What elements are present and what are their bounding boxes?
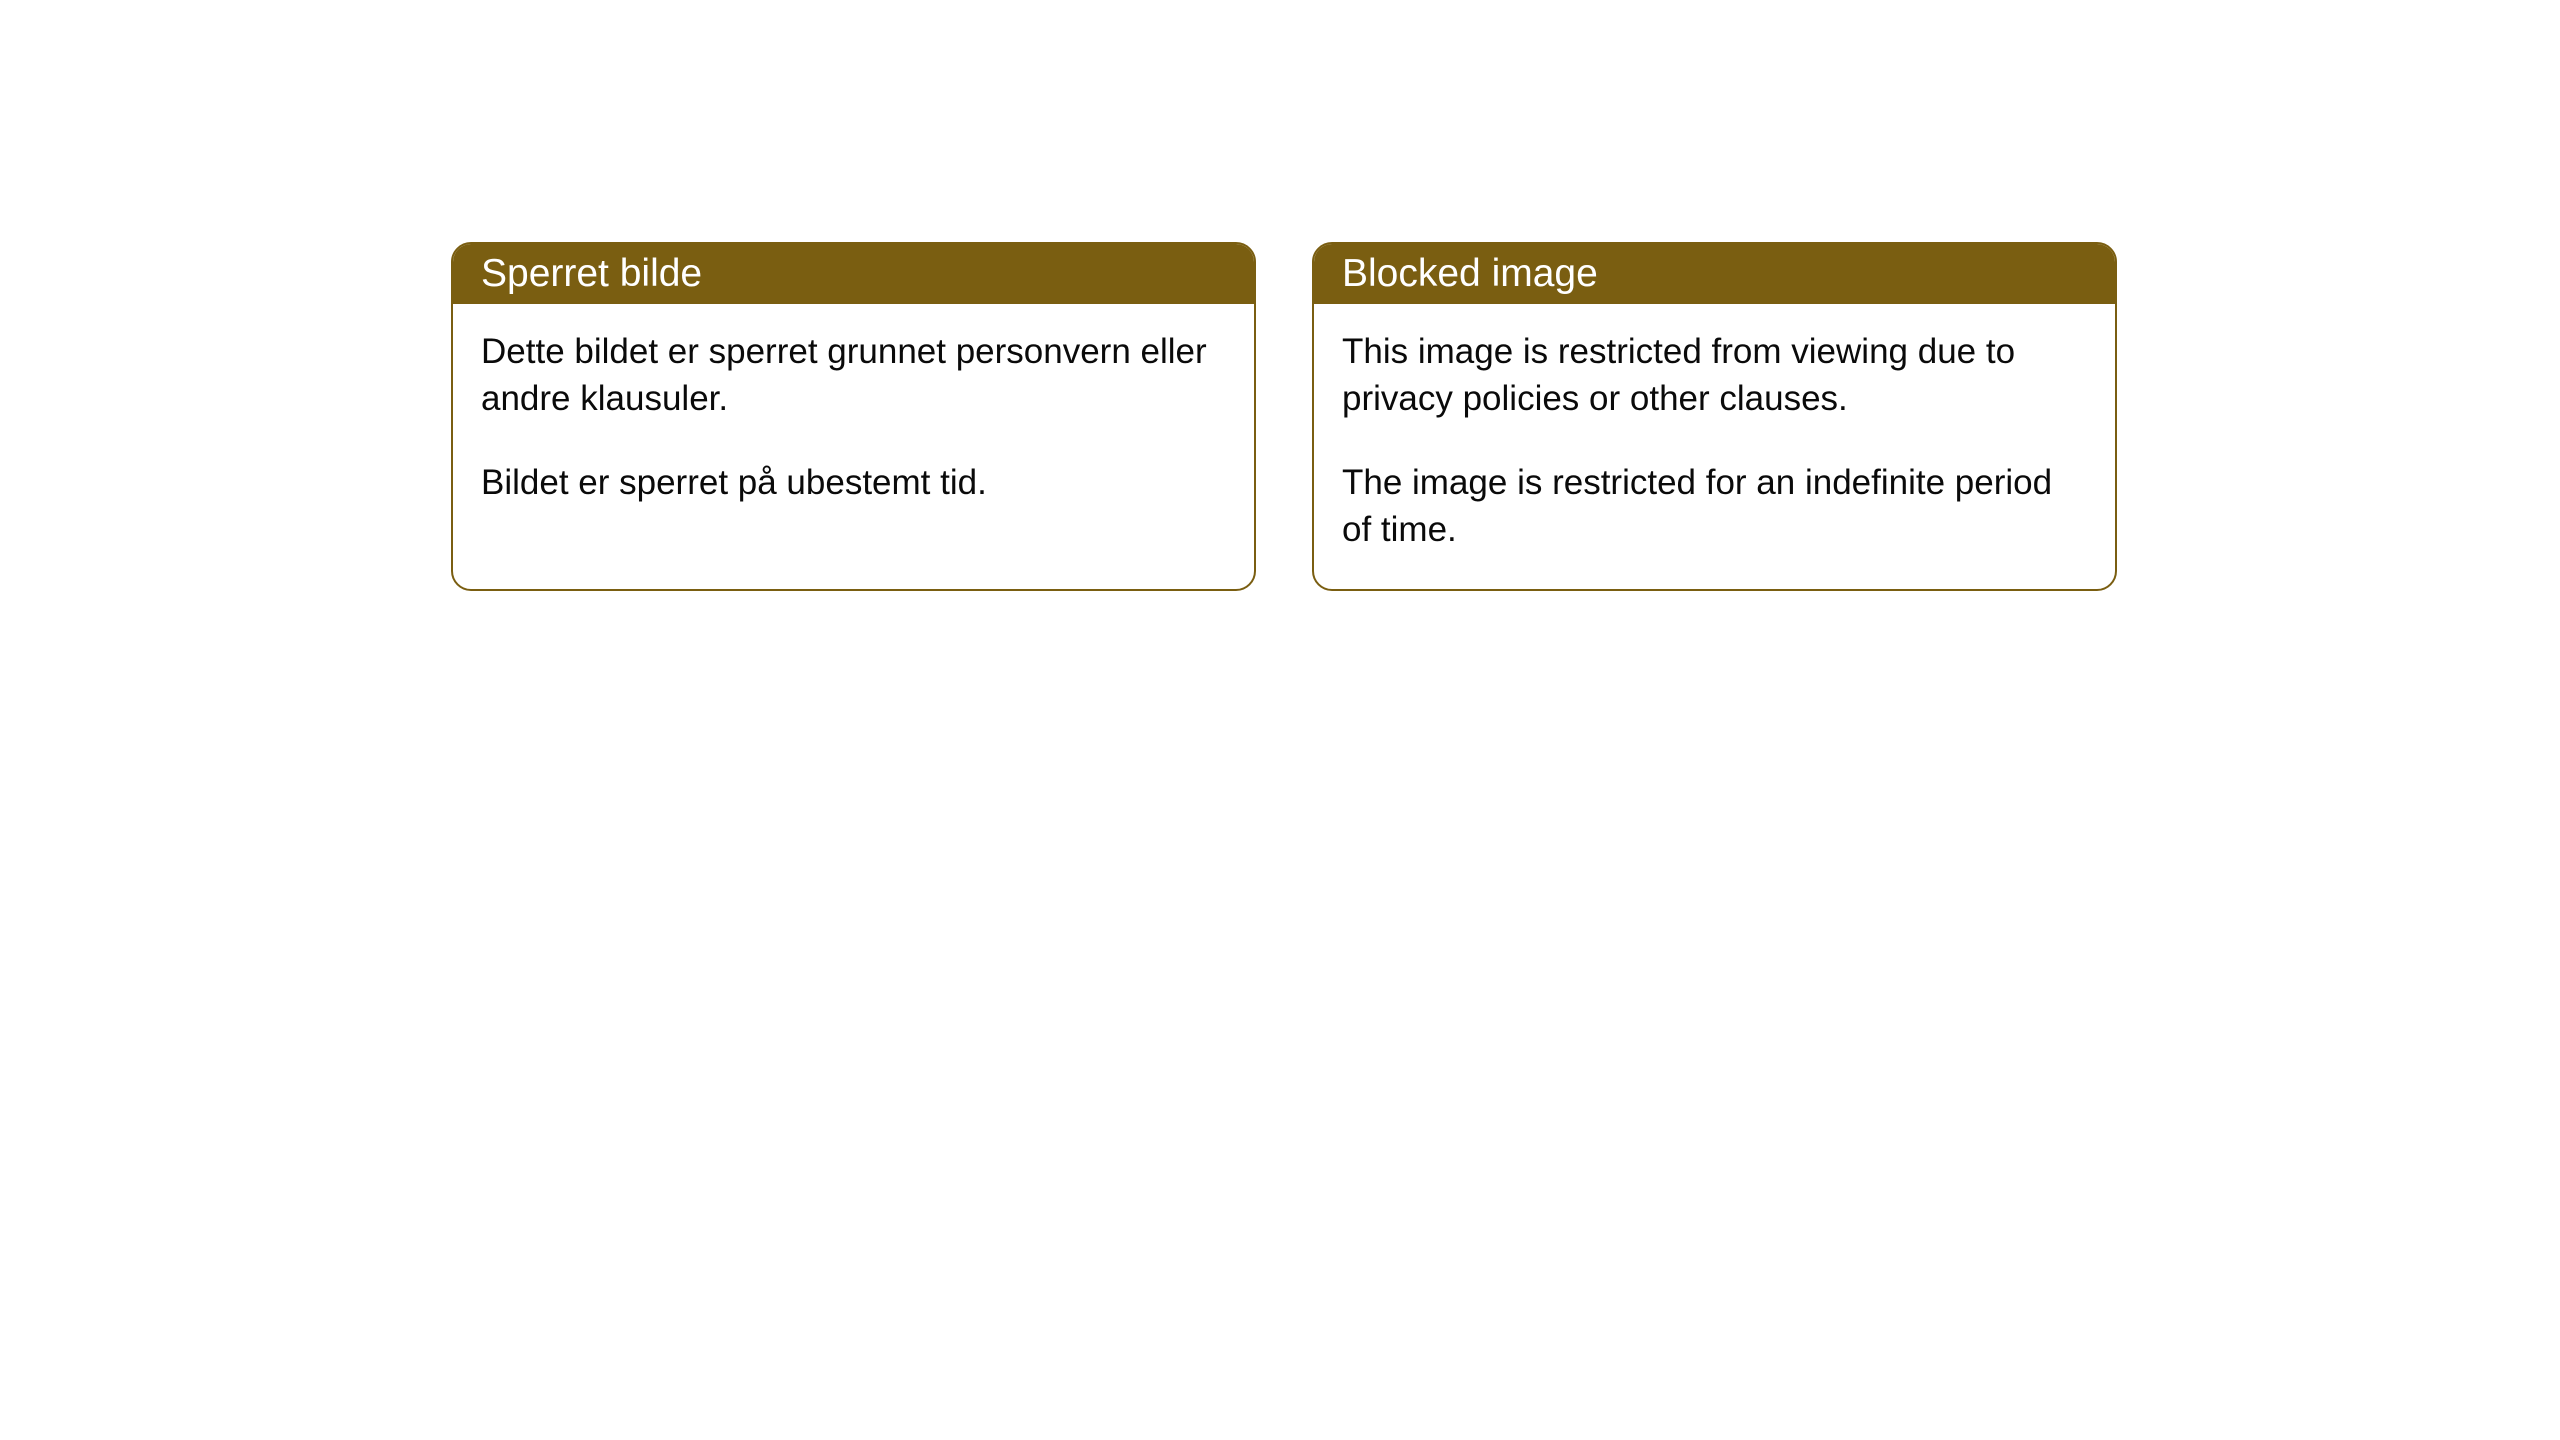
card-title: Blocked image bbox=[1342, 252, 1598, 295]
blocked-image-card-norwegian: Sperret bilde Dette bildet er sperret gr… bbox=[451, 242, 1256, 591]
card-paragraph-2: The image is restricted for an indefinit… bbox=[1342, 459, 2087, 554]
card-body: Dette bildet er sperret grunnet personve… bbox=[453, 304, 1254, 542]
card-paragraph-1: Dette bildet er sperret grunnet personve… bbox=[481, 328, 1226, 423]
card-header: Blocked image bbox=[1314, 244, 2115, 304]
card-body: This image is restricted from viewing du… bbox=[1314, 304, 2115, 589]
card-paragraph-1: This image is restricted from viewing du… bbox=[1342, 328, 2087, 423]
cards-container: Sperret bilde Dette bildet er sperret gr… bbox=[451, 242, 2117, 591]
blocked-image-card-english: Blocked image This image is restricted f… bbox=[1312, 242, 2117, 591]
card-header: Sperret bilde bbox=[453, 244, 1254, 304]
card-title: Sperret bilde bbox=[481, 252, 702, 295]
card-paragraph-2: Bildet er sperret på ubestemt tid. bbox=[481, 459, 1226, 506]
